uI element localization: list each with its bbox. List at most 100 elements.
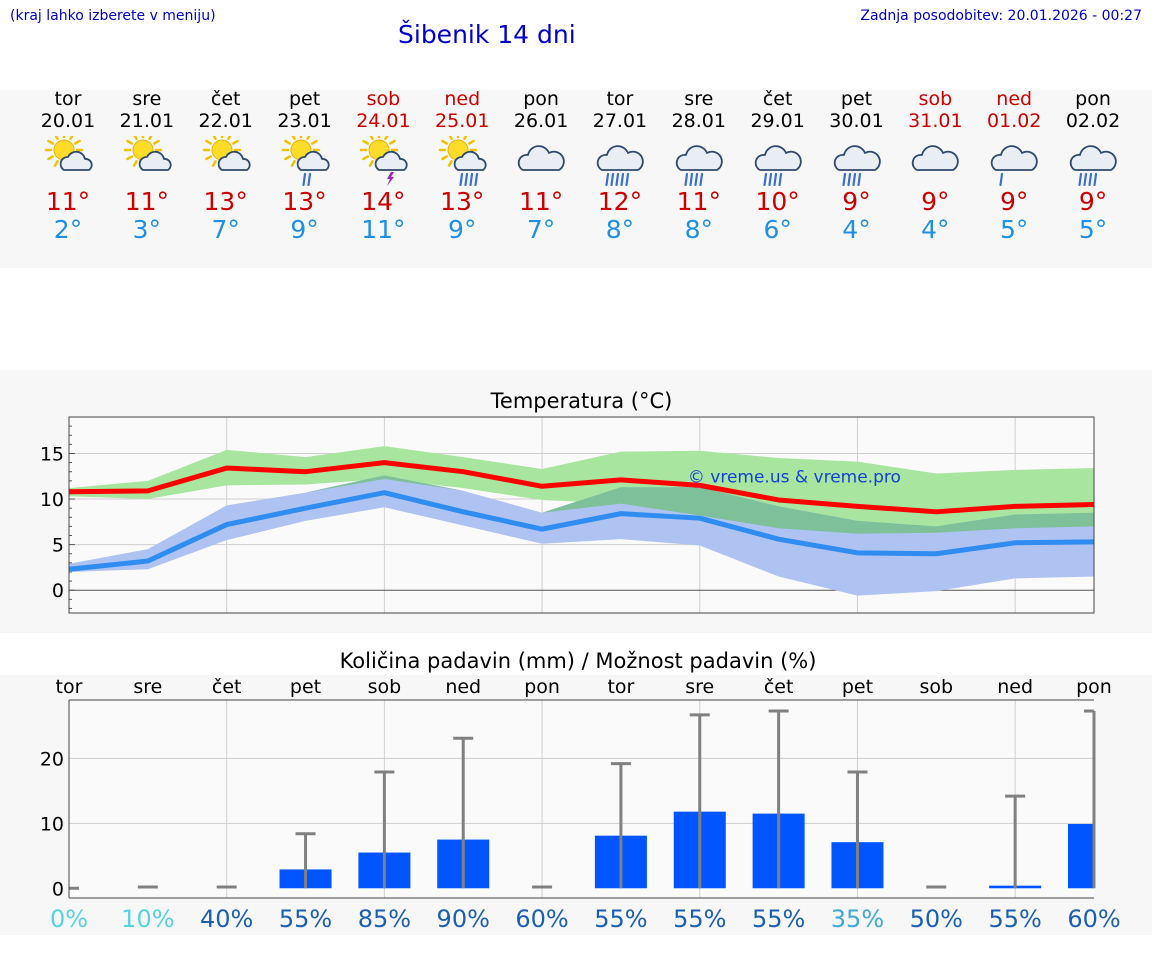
- day-date: 26.01: [513, 110, 569, 132]
- max-temp: 13°: [440, 187, 485, 216]
- day-column: tor 20.01 11° 2°: [28, 88, 108, 244]
- day-date: 21.01: [119, 110, 175, 132]
- cloud-icon: [511, 136, 571, 186]
- max-temp: 9°: [842, 187, 871, 216]
- temperature-chart: Temperatura (°C) 0 5 10 15 © vreme.us & vreme…: [40, 389, 1095, 614]
- min-temp: 8°: [684, 215, 713, 244]
- day-name: ned: [444, 88, 481, 110]
- day-name: sre: [132, 88, 162, 110]
- min-temp: 3°: [132, 215, 162, 244]
- day-name: čet: [210, 88, 241, 110]
- last-update: Zadnja posodobitev: 20.01.2026 - 00:27: [860, 8, 1142, 24]
- max-temp: 11°: [518, 187, 564, 216]
- precip-probability: 60%: [515, 905, 568, 933]
- day-date: 30.01: [829, 110, 884, 132]
- x-tick-label: pon: [524, 676, 560, 698]
- x-tick-label: pet: [842, 676, 873, 698]
- x-tick-label: sre: [685, 676, 714, 698]
- x-tick-label: sre: [133, 676, 162, 698]
- cloud-heavy-rain-icon: [590, 136, 650, 187]
- precip-probability: 60%: [1067, 905, 1120, 933]
- y-tick-label: 0: [52, 878, 64, 900]
- max-temp: 13°: [282, 187, 327, 216]
- day-date: 24.01: [356, 110, 411, 132]
- precip-probability: 0%: [50, 905, 88, 933]
- max-temp: 9°: [921, 187, 950, 216]
- x-tick-label: tor: [56, 676, 83, 698]
- day-name: sob: [918, 88, 953, 110]
- min-temp: 5°: [999, 215, 1029, 244]
- day-column: sob 31.01 9° 4°: [895, 88, 975, 244]
- y-tick-label: 0: [52, 580, 64, 602]
- plot-frame: [68, 416, 1095, 614]
- precip-probability: 55%: [988, 905, 1041, 933]
- precip-probability: 50%: [910, 905, 963, 933]
- day-date: 23.01: [277, 110, 332, 132]
- min-temp: 9°: [290, 215, 319, 244]
- day-date: 27.01: [592, 110, 648, 132]
- cloud-rain-icon: [827, 136, 887, 187]
- day-name: pet: [840, 88, 873, 110]
- precipitation-chart: Količina padavin (mm) / Možnost padavin …: [40, 649, 1121, 933]
- day-name: sob: [366, 88, 401, 110]
- watermark: © vreme.us & vreme.pro: [688, 468, 901, 488]
- precip-probability: 55%: [594, 905, 647, 933]
- y-tick-label: 5: [52, 535, 64, 557]
- precip-probability: 35%: [831, 905, 884, 933]
- plot-area: [69, 700, 1094, 898]
- day-date: 02.02: [1065, 110, 1121, 132]
- sun-cloud-rain-icon: [275, 130, 335, 187]
- min-temp: 6°: [763, 215, 792, 244]
- max-temp: 9°: [1078, 187, 1108, 216]
- day-column: pon 02.02 9° 5°: [1053, 88, 1133, 244]
- location-hint: (kraj lahko izberete v meniju): [10, 8, 216, 24]
- day-name: ned: [996, 88, 1033, 110]
- cloud-rain-icon: [748, 136, 808, 187]
- day-column: pet 30.01 9° 4°: [817, 88, 897, 244]
- cloud-light-rain-icon: [984, 136, 1044, 187]
- day-date: 31.01: [908, 110, 963, 132]
- y-tick-label: 10: [40, 489, 64, 511]
- min-temp: 5°: [1078, 215, 1108, 244]
- day-column: sre 21.01 11° 3°: [107, 88, 187, 244]
- min-temp: 11°: [361, 215, 406, 244]
- sun-cloud-icon: [117, 130, 177, 186]
- x-tick-label: čet: [212, 676, 242, 698]
- min-temp: 7°: [211, 215, 240, 244]
- page-title: Šibenik 14 dni: [398, 20, 576, 49]
- day-name: pet: [288, 88, 321, 110]
- sun-cloud-storm-icon: [353, 130, 413, 186]
- y-tick-label: 15: [40, 443, 64, 465]
- day-name: sre: [684, 88, 714, 110]
- precip-probability: 85%: [358, 905, 411, 933]
- day-column: čet 29.01 10° 6°: [738, 88, 818, 244]
- precip-probability: 90%: [437, 905, 490, 933]
- day-column: pet 23.01 13° 9°: [265, 88, 345, 244]
- chart-title: Količina padavin (mm) / Možnost padavin …: [340, 649, 817, 673]
- precip-bar: [1068, 823, 1094, 889]
- day-column: sre 28.01 11° 8°: [659, 88, 739, 244]
- precip-probability: 10%: [121, 905, 174, 933]
- day-column: tor 27.01 12° 8°: [580, 88, 660, 244]
- day-column: čet 22.01 13° 7°: [186, 88, 266, 244]
- precip-probability: 40%: [200, 905, 253, 933]
- max-temp-line: [68, 460, 1095, 515]
- day-date: 28.01: [671, 110, 726, 132]
- x-tick-label: ned: [997, 676, 1033, 698]
- day-date: 25.01: [435, 110, 490, 132]
- x-tick-label: pon: [1076, 676, 1112, 698]
- day-date: 20.01: [40, 110, 96, 132]
- max-temp: 12°: [597, 187, 643, 216]
- day-name: čet: [762, 88, 793, 110]
- min-temp: 9°: [448, 215, 477, 244]
- max-temp: 11°: [124, 187, 169, 216]
- max-temp: 9°: [999, 187, 1029, 216]
- min-temp: 7°: [526, 215, 556, 244]
- chart-title: Temperatura (°C): [490, 389, 673, 413]
- day-name: tor: [54, 88, 82, 110]
- x-tick-label: sob: [368, 676, 402, 698]
- min-temp: 4°: [842, 215, 871, 244]
- x-tick-label: tor: [607, 676, 634, 698]
- y-tick-label: 20: [40, 748, 64, 770]
- day-name: pon: [523, 88, 559, 110]
